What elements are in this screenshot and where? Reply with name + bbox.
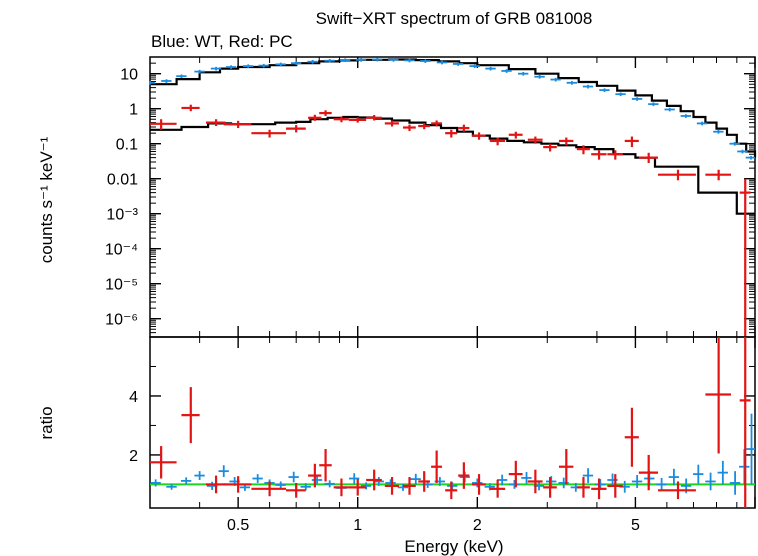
spectrum-y-tick-label: 10⁻⁴	[105, 242, 138, 259]
chart-subtitle: Blue: WT, Red: PC	[151, 32, 293, 51]
chart-title: Swift−XRT spectrum of GRB 081008	[316, 9, 593, 28]
spectrum-frame	[149, 56, 756, 338]
ratio-x-tick-label: 2	[473, 517, 482, 534]
spectrum-y-tick-label: 0.1	[116, 137, 138, 154]
spectrum-y-tick-label: 10⁻⁶	[105, 312, 138, 329]
x-axis-label: Energy (keV)	[404, 537, 503, 556]
ratio-x-tick-label: 5	[631, 517, 640, 534]
spectrum-y-tick-label: 10⁻⁵	[105, 277, 138, 294]
spectrum-y-tick-label: 10⁻³	[106, 207, 138, 224]
ratio-series-wt	[150, 413, 755, 495]
spectrum-model-line	[150, 58, 757, 158]
ratio-x-tick-label: 1	[353, 517, 362, 534]
ratio-frame	[149, 336, 756, 509]
spectrum-y-axis-label: counts s⁻¹ keV⁻¹	[37, 136, 56, 263]
ratio-y-tick-label: 4	[129, 389, 138, 406]
ratio-y-axis-label: ratio	[37, 406, 56, 439]
ratio-panel: 2 4 0.5 1 2 5	[129, 336, 756, 534]
ratio-x-tick-label: 0.5	[227, 517, 249, 534]
spectrum-y-tick-label: 0.01	[107, 172, 138, 189]
spectrum-y-tick-label: 1	[129, 102, 138, 119]
ratio-series-pc	[150, 337, 751, 508]
spectrum-model-line	[150, 115, 755, 215]
ratio-y-tick-label: 2	[129, 448, 138, 465]
spectrum-y-tick-label: 10	[120, 67, 138, 84]
spectrum-panel: 10 1 0.1 0.01 10⁻³ 10⁻⁴ 10⁻⁵ 10⁻⁶	[105, 56, 757, 338]
spectrum-series-wt	[149, 57, 755, 160]
spectrum-series-pc	[150, 104, 751, 337]
